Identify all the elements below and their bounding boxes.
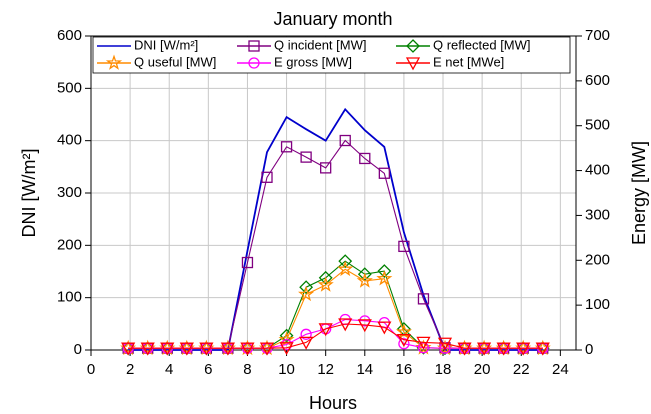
y2-tick-label: 400	[585, 162, 610, 179]
marker	[396, 334, 411, 348]
marker	[140, 342, 155, 356]
marker	[280, 141, 293, 153]
legend-label: DNI [W/m²]	[134, 37, 198, 52]
y-tick-label: 0	[74, 341, 82, 358]
legend-label: Q reflected [MW]	[433, 37, 531, 52]
series-line	[128, 107, 543, 351]
series-line	[128, 139, 543, 349]
marker	[248, 40, 260, 52]
series-line	[128, 268, 543, 349]
y-tick-label: 500	[57, 79, 82, 96]
marker	[240, 342, 255, 356]
chart-title: January month	[273, 9, 392, 29]
marker	[121, 342, 136, 356]
legend-label: Q useful [MW]	[134, 54, 216, 69]
marker	[398, 240, 410, 253]
marker	[406, 39, 420, 53]
y-tick-label: 300	[57, 184, 82, 201]
marker	[377, 264, 392, 278]
x-tick-label: 22	[513, 361, 530, 378]
legend-label: E net [MWe]	[433, 54, 504, 69]
marker	[457, 342, 472, 356]
marker	[516, 342, 531, 356]
y2-tick-label: 300	[585, 206, 610, 223]
marker	[377, 321, 392, 335]
y-tick-label: 600	[57, 27, 82, 44]
marker	[398, 338, 410, 350]
marker	[300, 328, 312, 340]
marker	[160, 342, 175, 356]
marker	[535, 342, 550, 356]
marker	[405, 57, 421, 71]
y2-tick-label: 100	[585, 296, 610, 313]
x-tick-label: 10	[278, 361, 295, 378]
y2-tick-label: 200	[585, 251, 610, 268]
series-line	[128, 260, 543, 349]
y-axis-label: DNI [W/m²]	[19, 149, 39, 238]
y2-tick-label: 600	[585, 72, 610, 89]
y-tick-label: 400	[57, 132, 82, 149]
marker	[299, 336, 314, 350]
marker	[356, 272, 373, 288]
marker	[317, 276, 334, 292]
x-tick-label: 2	[126, 361, 134, 378]
series-line	[128, 323, 543, 349]
marker	[376, 270, 393, 286]
marker	[357, 319, 372, 333]
marker	[338, 254, 353, 269]
marker	[300, 151, 312, 163]
marker	[378, 167, 390, 179]
marker	[416, 336, 431, 350]
y2-axis-label: Energy [MW]	[629, 141, 649, 245]
x-tick-label: 6	[204, 361, 212, 378]
marker	[259, 342, 275, 356]
x-tick-label: 20	[474, 361, 491, 378]
y2-tick-label: 500	[585, 117, 610, 134]
x-tick-label: 8	[243, 361, 251, 378]
marker	[241, 256, 254, 269]
x-tick-label: 24	[552, 361, 569, 378]
marker	[299, 280, 314, 295]
legend-box	[92, 36, 571, 74]
marker	[496, 342, 511, 356]
marker	[279, 342, 294, 356]
y2-tick-label: 700	[585, 27, 610, 44]
marker	[318, 323, 333, 337]
marker	[248, 57, 260, 69]
marker	[337, 260, 354, 277]
plot-frame	[90, 35, 577, 351]
marker	[338, 318, 353, 332]
legend-label: E gross [MW]	[274, 54, 352, 69]
marker	[476, 342, 492, 356]
x-tick-label: 0	[87, 361, 95, 378]
x-tick-label: 12	[317, 361, 334, 378]
marker	[320, 162, 332, 174]
marker	[417, 293, 430, 305]
marker	[199, 342, 214, 356]
y-tick-label: 100	[57, 289, 82, 306]
x-tick-label: 4	[165, 361, 173, 378]
x-tick-label: 18	[435, 361, 452, 378]
y-tick-label: 200	[57, 236, 82, 253]
marker	[357, 267, 372, 282]
x-axis-label: Hours	[309, 393, 357, 413]
marker	[105, 54, 123, 70]
legend-label: Q incident [MW]	[274, 37, 366, 52]
marker	[261, 171, 273, 183]
marker	[179, 342, 194, 356]
marker	[318, 270, 333, 285]
marker	[359, 152, 371, 165]
marker	[220, 342, 235, 356]
y2-tick-label: 0	[585, 341, 593, 358]
marker	[339, 134, 351, 147]
marker	[437, 337, 453, 351]
x-tick-label: 16	[396, 361, 413, 378]
x-tick-label: 14	[356, 361, 373, 378]
marker	[298, 285, 315, 302]
